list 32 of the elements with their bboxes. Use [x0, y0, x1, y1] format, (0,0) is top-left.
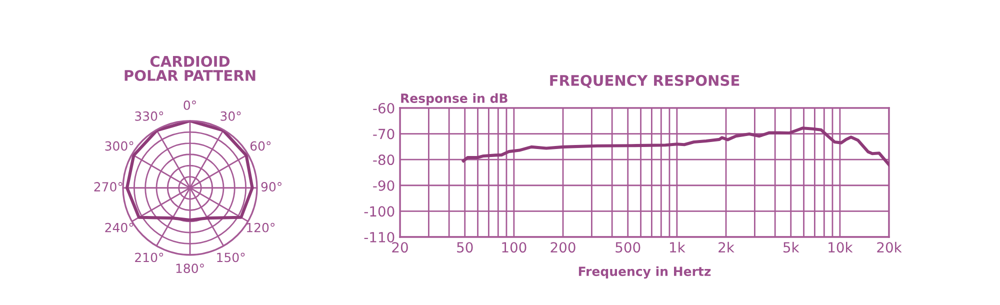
chart-title: CARDIOID POLAR PATTERN	[124, 56, 256, 82]
spoke-label: 150°	[217, 252, 245, 262]
spoke-label: 240°	[105, 222, 134, 232]
x-axis-title: Frequency in Hertz	[578, 266, 711, 279]
x-tick-label: 200	[550, 242, 576, 253]
spoke-label: 180°	[176, 264, 204, 274]
spoke-label: 210°	[135, 252, 164, 262]
x-tick-label: 10k	[828, 242, 853, 253]
x-tick-label: 100	[502, 242, 526, 253]
y-tick-label: -80	[373, 154, 394, 166]
spoke-label: 60°	[250, 141, 271, 151]
y-tick-label: -70	[373, 128, 394, 140]
spoke-label: 0°	[184, 100, 196, 110]
x-tick-label: 500	[616, 242, 640, 253]
y-tick-label: -60	[373, 102, 394, 114]
spoke-label: 30°	[220, 111, 241, 121]
spoke-label: 330°	[135, 111, 164, 121]
y-axis-title: Response in dB	[401, 93, 508, 106]
spoke-label: 120°	[246, 222, 275, 232]
x-tick-label: 5k	[783, 242, 800, 253]
x-tick-label: 50	[457, 242, 473, 253]
spoke-label: 90°	[261, 182, 282, 192]
spoke-label: 300°	[105, 141, 134, 151]
y-tick-label: -90	[373, 180, 394, 191]
x-tick-label: 1k	[670, 242, 686, 252]
x-tick-label: 20	[392, 242, 408, 253]
x-tick-label: 2k	[718, 242, 734, 252]
spoke-label: 270°	[94, 182, 122, 192]
y-tick-label: -100	[364, 206, 394, 217]
chart-title: FREQUENCY RESPONSE	[550, 74, 740, 88]
y-tick-label: -110	[364, 232, 394, 242]
x-tick-label: 20k	[877, 242, 902, 253]
